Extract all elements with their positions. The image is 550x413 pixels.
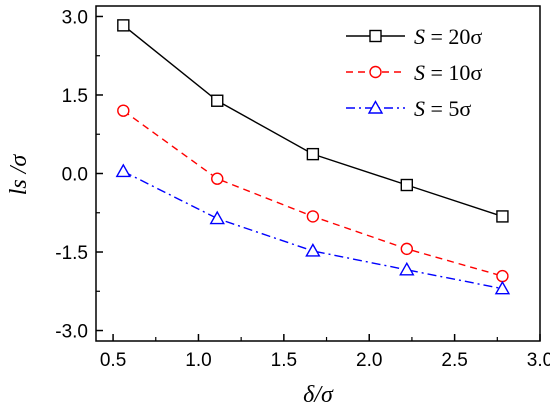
series-2 <box>115 163 511 295</box>
series-0-point-0 <box>117 19 130 32</box>
series-1-point-3 <box>400 242 413 256</box>
x-axis: 0.5 1.0 1.5 2.0 2.5 3.0 <box>100 334 550 371</box>
series-0-point-4 <box>496 210 509 223</box>
legend: S = 20σ S = 10σ S = 5σ <box>346 24 482 121</box>
series-1-point-4 <box>496 269 509 283</box>
y-axis-label-group: ls /σ <box>6 154 32 196</box>
x-tick-label-1: 1.0 <box>185 350 211 371</box>
x-tick-label-4: 2.5 <box>441 350 467 371</box>
series-0-point-2 <box>306 147 320 161</box>
x-tick-label-3: 2.0 <box>356 350 382 371</box>
legend-marker-1 <box>369 65 382 79</box>
y-tick-label-1: 1.5 <box>62 86 88 107</box>
y-tick-label-4: -3.0 <box>55 322 88 343</box>
series-layer <box>115 19 511 295</box>
legend-marker-2 <box>367 100 384 114</box>
series-1-point-0 <box>117 104 130 117</box>
legend-label-2: S = 5σ <box>414 96 471 121</box>
y-tick-label-3: -1.5 <box>55 243 88 264</box>
x-axis-label: δ/σ <box>303 382 334 408</box>
series-2-point-1 <box>209 210 225 225</box>
y-axis-label: ls /σ <box>6 154 32 196</box>
y-axis: 3.0 1.5 0.0 -1.5 -3.0 <box>55 7 103 343</box>
series-2-point-3 <box>399 261 415 276</box>
series-2-point-4 <box>494 280 511 295</box>
series-0-point-1 <box>211 94 224 107</box>
y-tick-label-2: 0.0 <box>62 165 88 186</box>
series-2-point-0 <box>115 163 132 178</box>
series-0-point-3 <box>400 178 413 192</box>
series-2-point-2 <box>305 243 321 257</box>
series-1-point-2 <box>306 210 320 223</box>
x-tick-label-0: 0.5 <box>100 350 126 371</box>
legend-label-0: S = 20σ <box>414 24 482 49</box>
y-tick-label-0: 3.0 <box>62 7 88 28</box>
x-tick-label-5: 3.0 <box>527 350 550 371</box>
series-1-point-1 <box>211 172 224 185</box>
series-0 <box>117 19 509 223</box>
series-1 <box>117 104 509 283</box>
x-tick-label-2: 1.5 <box>271 350 297 371</box>
series-line-2 <box>123 170 503 290</box>
legend-label-1: S = 10σ <box>414 60 482 85</box>
legend-marker-0 <box>369 29 382 43</box>
